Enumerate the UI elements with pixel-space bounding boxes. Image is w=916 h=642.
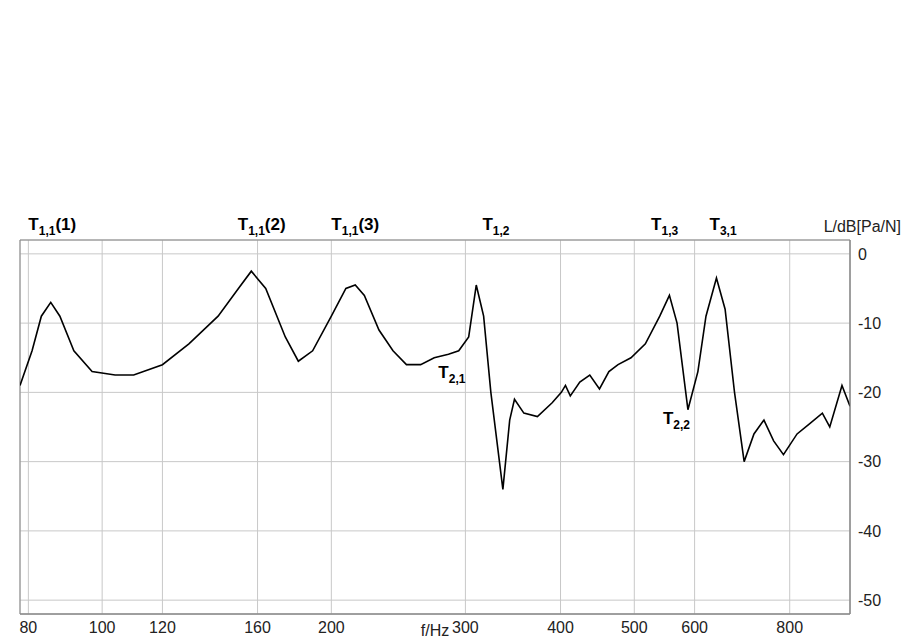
svg-text:-10: -10 — [858, 315, 881, 332]
svg-text:-30: -30 — [858, 453, 881, 470]
svg-text:-50: -50 — [858, 592, 881, 609]
svg-text:T1,2: T1,2 — [482, 215, 509, 238]
svg-text:120: 120 — [149, 619, 176, 636]
svg-text:T3,1: T3,1 — [710, 215, 737, 238]
svg-text:0: 0 — [858, 246, 867, 263]
svg-text:200: 200 — [318, 619, 345, 636]
svg-text:T1,1(2): T1,1(2) — [238, 215, 286, 238]
svg-text:500: 500 — [621, 619, 648, 636]
svg-text:400: 400 — [547, 619, 574, 636]
svg-text:T1,1(1): T1,1(1) — [28, 215, 76, 238]
svg-text:-40: -40 — [858, 523, 881, 540]
svg-text:T1,1(3): T1,1(3) — [331, 215, 379, 238]
svg-text:80: 80 — [19, 619, 37, 636]
svg-text:f/Hz: f/Hz — [421, 622, 449, 639]
svg-text:L/dB[Pa/N]: L/dB[Pa/N] — [824, 218, 901, 235]
svg-text:300: 300 — [452, 619, 479, 636]
svg-text:T2,2: T2,2 — [663, 409, 690, 432]
svg-text:T2,1: T2,1 — [438, 363, 465, 386]
svg-text:160: 160 — [244, 619, 271, 636]
svg-text:600: 600 — [681, 619, 708, 636]
svg-text:-20: -20 — [858, 384, 881, 401]
svg-text:100: 100 — [89, 619, 116, 636]
svg-text:T1,3: T1,3 — [651, 215, 678, 238]
svg-text:800: 800 — [776, 619, 803, 636]
